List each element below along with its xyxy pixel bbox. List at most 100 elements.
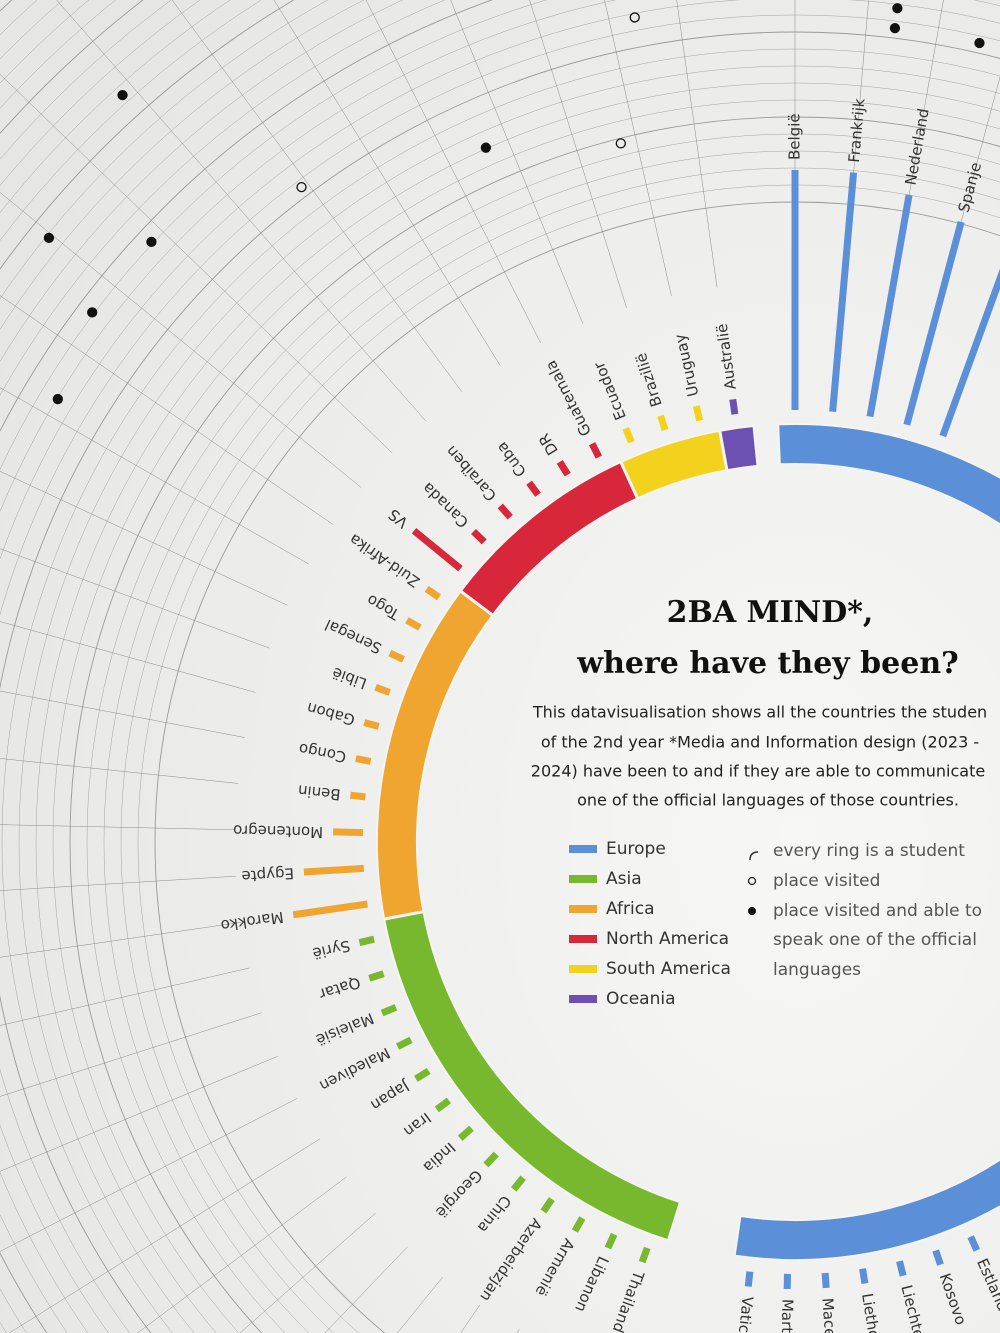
- ring-symbol: [749, 851, 759, 861]
- visit-dot: [52, 393, 63, 405]
- chart-title: 2BA MIND*,: [667, 595, 874, 630]
- country-bar: [497, 503, 513, 520]
- legend-label: Oceania: [606, 989, 676, 1009]
- continent-ring: [383, 911, 682, 1242]
- visit-dot: [296, 181, 307, 193]
- continent-ring: [733, 423, 1000, 1261]
- symbol-legend: languages: [773, 960, 861, 980]
- radial-line: [0, 548, 270, 649]
- country-bar: [388, 649, 405, 663]
- country-label: Macedon: [818, 1297, 841, 1333]
- legend-swatch: [569, 995, 597, 1003]
- country-bar: [540, 1197, 555, 1214]
- country-bar: [859, 1268, 869, 1285]
- country-bar: [692, 405, 704, 422]
- visit-dot: [889, 22, 901, 34]
- radial-line: [0, 295, 334, 526]
- legend-swatch: [569, 845, 597, 853]
- visit-dot: [615, 138, 626, 149]
- country-label: Martiniq: [777, 1299, 796, 1333]
- country-bar: [939, 268, 1000, 438]
- radial-line: [0, 875, 237, 891]
- country-bar: [396, 1036, 413, 1050]
- visit-dot: [480, 142, 492, 153]
- visit-dot: [87, 307, 98, 318]
- radial-line: [604, 0, 672, 296]
- country-bar: [829, 172, 858, 412]
- country-bar: [414, 1067, 431, 1082]
- continent-ring: [459, 460, 639, 617]
- country-bar: [303, 864, 365, 876]
- radial-line: [0, 758, 239, 784]
- country-bar: [866, 194, 913, 418]
- radial-line: [0, 1012, 262, 1097]
- legend-label: Africa: [606, 899, 655, 919]
- legend-label: Europe: [606, 839, 666, 859]
- symbol-legend: speak one of the official: [773, 930, 977, 950]
- radial-line: [0, 73, 393, 454]
- country-bar: [622, 426, 635, 444]
- legend-label: Asia: [606, 869, 642, 889]
- symbol-legend: place visited and able to: [773, 901, 982, 921]
- country-bar: [903, 220, 965, 426]
- country-bar: [526, 480, 541, 497]
- filled-dot-symbol: [748, 907, 756, 915]
- radial-line: [273, 0, 501, 366]
- continent-ring: [719, 424, 759, 472]
- country-label: Montenegro: [233, 821, 323, 841]
- country-bar: [821, 1272, 830, 1289]
- description: This datavisualisation shows all the cou…: [532, 703, 987, 722]
- legend-label: North America: [606, 929, 729, 949]
- radial-line: [450, 0, 584, 324]
- radial-line: [0, 471, 288, 606]
- legend-swatch: [569, 935, 597, 943]
- country-bar: [363, 719, 380, 730]
- legend-swatch: [569, 965, 597, 973]
- country-label: Frankrijk: [845, 97, 869, 163]
- open-dot-symbol: [747, 876, 757, 886]
- country-bar: [657, 414, 669, 432]
- radial-line: [0, 922, 241, 958]
- country-bar: [333, 828, 364, 837]
- country-bar: [967, 1235, 981, 1252]
- country-bar: [424, 585, 441, 601]
- legend-swatch: [569, 905, 597, 913]
- radial-line: [0, 967, 250, 1026]
- radial-line: [843, 0, 869, 285]
- description: one of the official languages of those c…: [577, 791, 959, 810]
- radial-line: [239, 1212, 376, 1333]
- radial-line: [529, 0, 627, 308]
- visit-dot: [892, 3, 903, 14]
- country-bar: [355, 755, 372, 765]
- country-bar: [405, 617, 422, 631]
- country-bar: [571, 1216, 586, 1233]
- country-bar: [434, 1097, 451, 1113]
- country-bar: [380, 1004, 398, 1017]
- country-bar: [510, 1175, 526, 1192]
- symbol-legend: every ring is a student: [773, 841, 965, 861]
- country-bar: [932, 1249, 944, 1266]
- visit-dot: [974, 37, 985, 49]
- country-bar: [729, 398, 739, 415]
- radial-line: [0, 690, 245, 738]
- visit-dot: [117, 89, 128, 101]
- chart-title: where have they been?: [576, 646, 958, 681]
- country-bar: [471, 528, 487, 545]
- radial-line: [0, 387, 309, 565]
- continent-ring: [620, 429, 728, 500]
- visit-dot: [146, 236, 157, 247]
- country-label: België: [786, 113, 804, 160]
- symbol-legend: place visited: [773, 871, 880, 891]
- country-bar: [638, 1246, 651, 1264]
- radial-line: [0, 192, 362, 488]
- radial-line: [56, 0, 426, 422]
- country-bar: [457, 1125, 474, 1141]
- country-bar: [368, 970, 385, 982]
- country-bar: [604, 1232, 618, 1250]
- country-label: Egypte: [241, 864, 295, 885]
- description: of the 2nd year *Media and Information d…: [541, 733, 979, 752]
- description: 2024) have been to and if they are able …: [531, 762, 985, 781]
- radial-line: [171, 0, 463, 392]
- visit-dot: [43, 232, 55, 244]
